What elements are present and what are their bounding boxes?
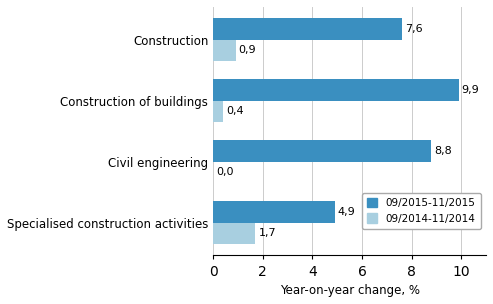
Text: 8,8: 8,8 (434, 146, 452, 156)
Text: 0,4: 0,4 (226, 106, 244, 116)
Text: 7,6: 7,6 (405, 24, 423, 34)
Text: 0,0: 0,0 (216, 168, 234, 178)
Bar (213, 79, 459, 101)
Bar (213, 101, 223, 122)
Text: 4,9: 4,9 (338, 207, 355, 217)
Legend: 09/2015-11/2015, 09/2014-11/2014: 09/2015-11/2015, 09/2014-11/2014 (362, 193, 481, 229)
X-axis label: Year-on-year change, %: Year-on-year change, % (280, 284, 420, 297)
Text: 1,7: 1,7 (258, 229, 276, 239)
Bar (213, 223, 255, 244)
Bar (213, 140, 431, 162)
Text: 0,9: 0,9 (239, 45, 256, 55)
Bar (213, 40, 236, 61)
Bar (213, 202, 335, 223)
Text: 9,9: 9,9 (462, 85, 480, 95)
Bar (213, 18, 402, 40)
